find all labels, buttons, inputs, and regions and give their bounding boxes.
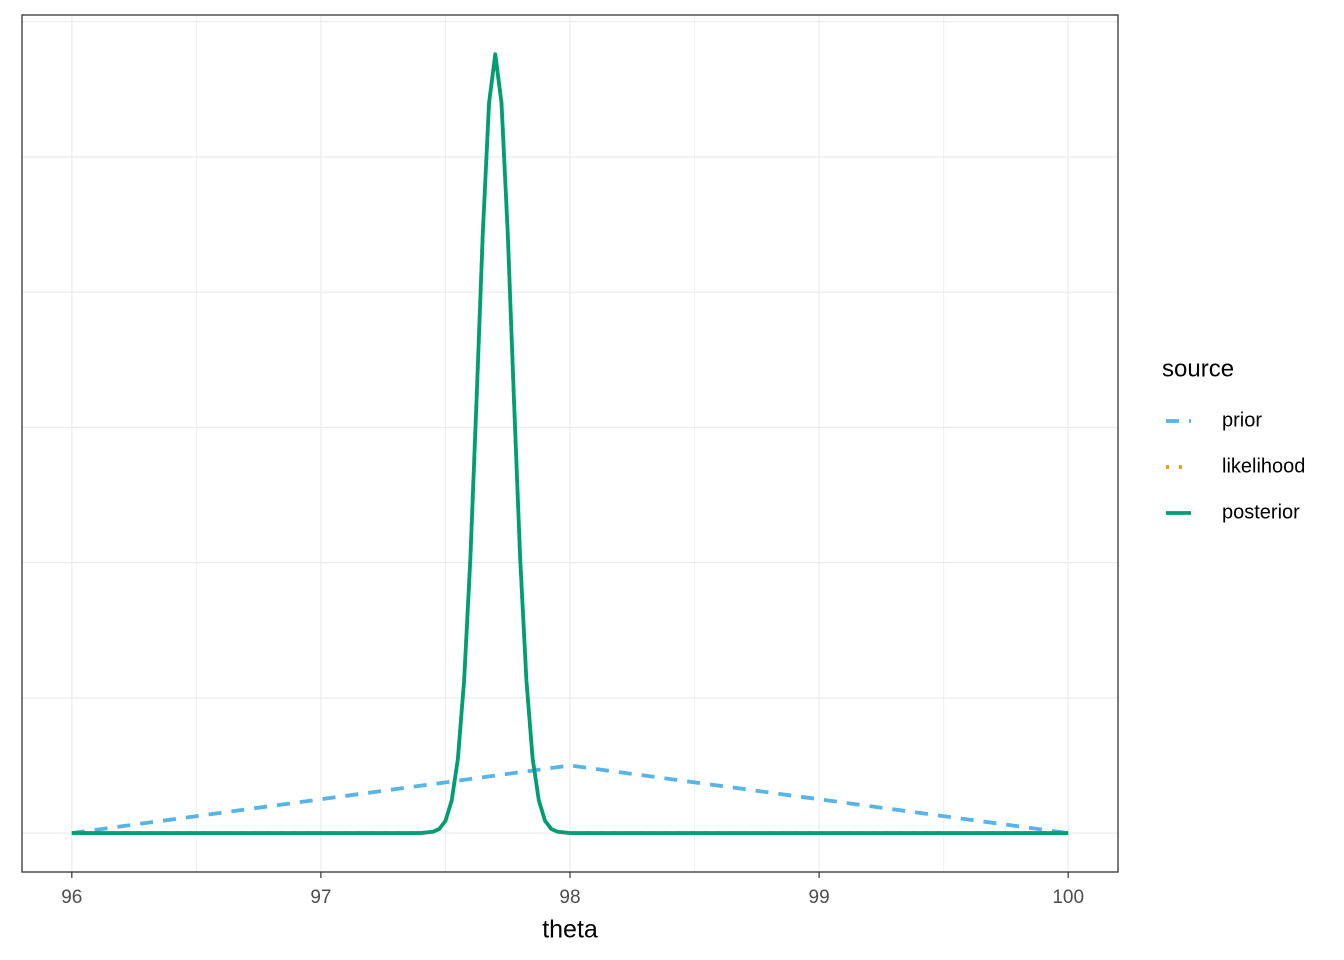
panel-border bbox=[21, 14, 1119, 873]
legend-title: source bbox=[1162, 355, 1234, 382]
legend-label: likelihood bbox=[1222, 455, 1305, 477]
x-tick-label: 98 bbox=[559, 887, 580, 908]
x-tick-label: 97 bbox=[310, 887, 331, 908]
x-axis-label: theta bbox=[542, 916, 598, 944]
x-tick-label: 99 bbox=[809, 887, 830, 908]
legend-label: prior bbox=[1222, 409, 1262, 431]
legend-label: posterior bbox=[1222, 501, 1300, 523]
series-line bbox=[71, 763, 1069, 835]
series-line bbox=[71, 52, 1069, 835]
x-tick-label: 100 bbox=[1052, 887, 1084, 908]
x-tick-label: 96 bbox=[61, 887, 82, 908]
